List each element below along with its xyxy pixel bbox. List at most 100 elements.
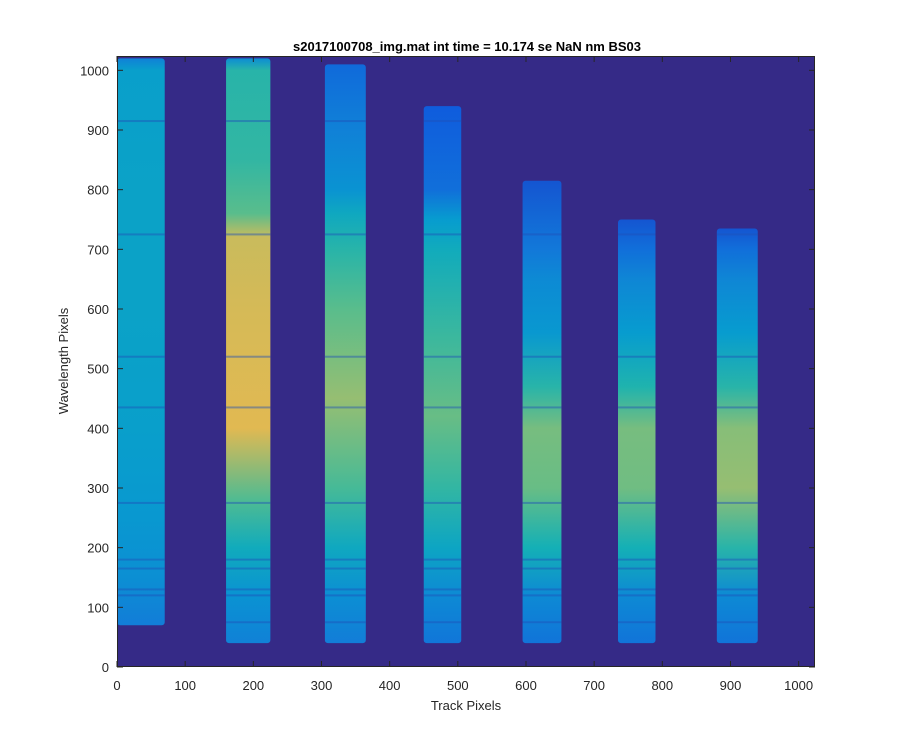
absorption-line xyxy=(117,120,165,123)
absorption-line xyxy=(522,355,562,358)
x-tick-label: 0 xyxy=(113,678,120,693)
x-tick-label: 800 xyxy=(651,678,673,693)
absorption-line xyxy=(117,233,165,236)
track-5 xyxy=(522,180,562,644)
absorption-line xyxy=(226,588,271,591)
absorption-line xyxy=(423,120,462,123)
absorption-line xyxy=(226,594,271,597)
absorption-line xyxy=(423,501,462,504)
absorption-line xyxy=(226,120,271,123)
y-tick-label: 200 xyxy=(87,541,109,556)
y-tick-label: 0 xyxy=(102,660,109,675)
y-axis-label: Wavelength Pixels xyxy=(56,307,71,414)
x-tick-label: 1000 xyxy=(784,678,813,693)
absorption-line xyxy=(117,567,165,570)
absorption-line xyxy=(716,233,758,236)
absorption-line xyxy=(226,621,271,624)
absorption-line xyxy=(423,594,462,597)
absorption-line xyxy=(117,594,165,597)
absorption-line xyxy=(324,120,366,123)
absorption-line xyxy=(716,355,758,358)
absorption-line xyxy=(716,501,758,504)
absorption-line xyxy=(618,501,656,504)
absorption-line xyxy=(522,233,562,236)
track-7 xyxy=(716,228,758,644)
y-tick-label: 500 xyxy=(87,362,109,377)
absorption-line xyxy=(618,588,656,591)
x-tick-label: 300 xyxy=(311,678,333,693)
absorption-line xyxy=(117,558,165,561)
absorption-line xyxy=(117,355,165,358)
absorption-line xyxy=(226,355,271,358)
absorption-line xyxy=(716,594,758,597)
absorption-line xyxy=(324,567,366,570)
y-tick-label: 400 xyxy=(87,421,109,436)
absorption-line xyxy=(226,558,271,561)
absorption-line xyxy=(423,558,462,561)
absorption-line xyxy=(618,567,656,570)
absorption-line xyxy=(226,233,271,236)
y-tick-label: 900 xyxy=(87,123,109,138)
absorption-line xyxy=(423,406,462,409)
absorption-line xyxy=(324,588,366,591)
absorption-line xyxy=(324,501,366,504)
absorption-line xyxy=(716,558,758,561)
absorption-line xyxy=(117,406,165,409)
absorption-line xyxy=(522,588,562,591)
absorption-line xyxy=(618,406,656,409)
absorption-line xyxy=(522,621,562,624)
axes-background xyxy=(117,56,815,667)
absorption-line xyxy=(522,501,562,504)
absorption-line xyxy=(618,558,656,561)
absorption-line xyxy=(522,558,562,561)
absorption-line xyxy=(423,567,462,570)
x-tick-label: 500 xyxy=(447,678,469,693)
track-3 xyxy=(324,64,366,644)
y-tick-label: 1000 xyxy=(80,63,109,78)
y-tick-label: 100 xyxy=(87,600,109,615)
track-6 xyxy=(618,219,656,644)
plot-area: 0 100 200 300 400 500 600 700 800 900 1000 0 100 200 3… xyxy=(80,56,815,693)
x-axis-label: Track Pixels xyxy=(431,698,502,713)
chart-title: s2017100708_img.mat int time = 10.174 se… xyxy=(293,39,641,54)
absorption-line xyxy=(618,355,656,358)
axis-ticks: 0 100 200 300 400 500 600 700 800 900 1000 0 100 200 3… xyxy=(80,56,815,693)
absorption-line xyxy=(522,567,562,570)
x-tick-label: 100 xyxy=(174,678,196,693)
absorption-line xyxy=(716,621,758,624)
absorption-line xyxy=(423,355,462,358)
absorption-line xyxy=(423,588,462,591)
absorption-line xyxy=(226,406,271,409)
absorption-line xyxy=(324,558,366,561)
absorption-line xyxy=(324,233,366,236)
absorption-line xyxy=(716,406,758,409)
absorption-line xyxy=(324,406,366,409)
absorption-line xyxy=(522,594,562,597)
absorption-line xyxy=(716,588,758,591)
absorption-line xyxy=(226,567,271,570)
y-tick-label: 300 xyxy=(87,481,109,496)
y-tick-label: 700 xyxy=(87,242,109,257)
absorption-line xyxy=(716,567,758,570)
x-tick-label: 600 xyxy=(515,678,537,693)
x-tick-label: 400 xyxy=(379,678,401,693)
absorption-line xyxy=(618,594,656,597)
track-4 xyxy=(423,106,462,644)
y-tick-label: 600 xyxy=(87,302,109,317)
y-tick-label: 800 xyxy=(87,183,109,198)
absorption-line xyxy=(324,621,366,624)
absorption-line xyxy=(324,355,366,358)
axes-box xyxy=(117,56,815,667)
spectral-tracks xyxy=(117,58,758,644)
x-tick-label: 700 xyxy=(583,678,605,693)
absorption-line xyxy=(226,501,271,504)
absorption-line xyxy=(618,233,656,236)
absorption-line xyxy=(423,233,462,236)
absorption-line xyxy=(117,588,165,591)
absorption-line xyxy=(117,501,165,504)
absorption-line xyxy=(423,621,462,624)
track-1 xyxy=(117,58,165,626)
absorption-line xyxy=(522,406,562,409)
x-tick-label: 900 xyxy=(720,678,742,693)
